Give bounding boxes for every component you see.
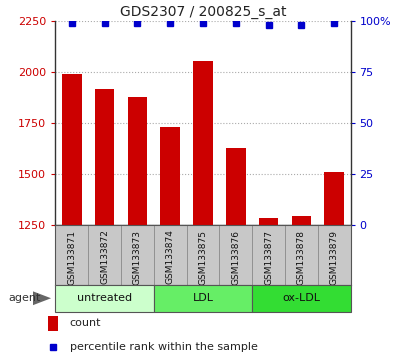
- Text: GSM133874: GSM133874: [165, 230, 174, 285]
- Title: GDS2307 / 200825_s_at: GDS2307 / 200825_s_at: [119, 5, 285, 19]
- Text: GSM133879: GSM133879: [329, 230, 338, 285]
- Text: percentile rank within the sample: percentile rank within the sample: [70, 342, 257, 353]
- Text: untreated: untreated: [77, 293, 132, 303]
- Bar: [48, 316, 58, 331]
- Text: GSM133877: GSM133877: [263, 230, 272, 285]
- Bar: [127, 97, 147, 225]
- Text: GSM133875: GSM133875: [198, 230, 207, 285]
- Text: ox-LDL: ox-LDL: [282, 293, 319, 303]
- Bar: [258, 218, 278, 225]
- Bar: [193, 61, 212, 225]
- Text: LDL: LDL: [192, 293, 213, 303]
- Polygon shape: [33, 291, 51, 305]
- Text: GSM133873: GSM133873: [133, 230, 142, 285]
- Bar: [324, 172, 343, 225]
- Text: GSM133871: GSM133871: [67, 230, 76, 285]
- Bar: [252, 285, 350, 312]
- Bar: [62, 74, 81, 225]
- Text: GSM133872: GSM133872: [100, 230, 109, 285]
- Text: count: count: [70, 319, 101, 329]
- Bar: [291, 216, 310, 225]
- Bar: [160, 127, 180, 225]
- Text: GSM133878: GSM133878: [296, 230, 305, 285]
- Bar: [153, 285, 252, 312]
- Bar: [94, 90, 114, 225]
- Bar: [55, 285, 153, 312]
- Bar: [225, 148, 245, 225]
- Text: GSM133876: GSM133876: [231, 230, 240, 285]
- Text: agent: agent: [8, 293, 40, 303]
